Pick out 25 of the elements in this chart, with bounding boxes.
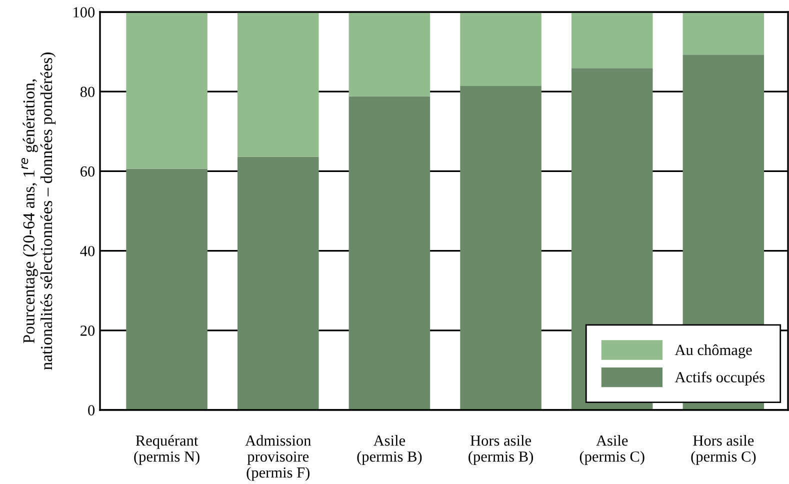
bar <box>682 12 764 55</box>
x-tick-label: Hors asile (permis B) <box>468 435 533 465</box>
legend-label: Au chômage <box>674 344 752 358</box>
x-tick-label: Asile (permis C) <box>580 435 644 465</box>
x-tick-label: Hors asile (permis C) <box>691 435 756 465</box>
y-tick-label: 60 <box>80 166 95 177</box>
y-tick-label: 0 <box>88 405 95 416</box>
x-tick-label: Requérant (permis N) <box>134 435 200 465</box>
y-axis-title: Pourcentage (20-64 ans, 1$^{re}$ génération, nationalités sélectionnées – données pondérées) <box>21 52 56 370</box>
bar <box>460 12 542 86</box>
x-tick-label: Admission provisoire (permis F) <box>245 435 311 481</box>
bar <box>237 12 319 157</box>
bar <box>348 12 430 96</box>
bar <box>237 156 319 410</box>
y-tick-label: 20 <box>80 326 95 336</box>
bar <box>348 96 430 410</box>
y-tick-label: 80 <box>80 86 95 98</box>
y-tick-label: 40 <box>80 246 95 256</box>
bar <box>460 86 542 410</box>
y-tick-label: 100 <box>74 7 95 18</box>
bar <box>126 12 208 169</box>
bar <box>571 12 653 68</box>
legend-label: Actifs occupés <box>674 372 765 386</box>
x-tick-label: Asile (permis B) <box>357 435 422 465</box>
bar <box>126 168 208 410</box>
